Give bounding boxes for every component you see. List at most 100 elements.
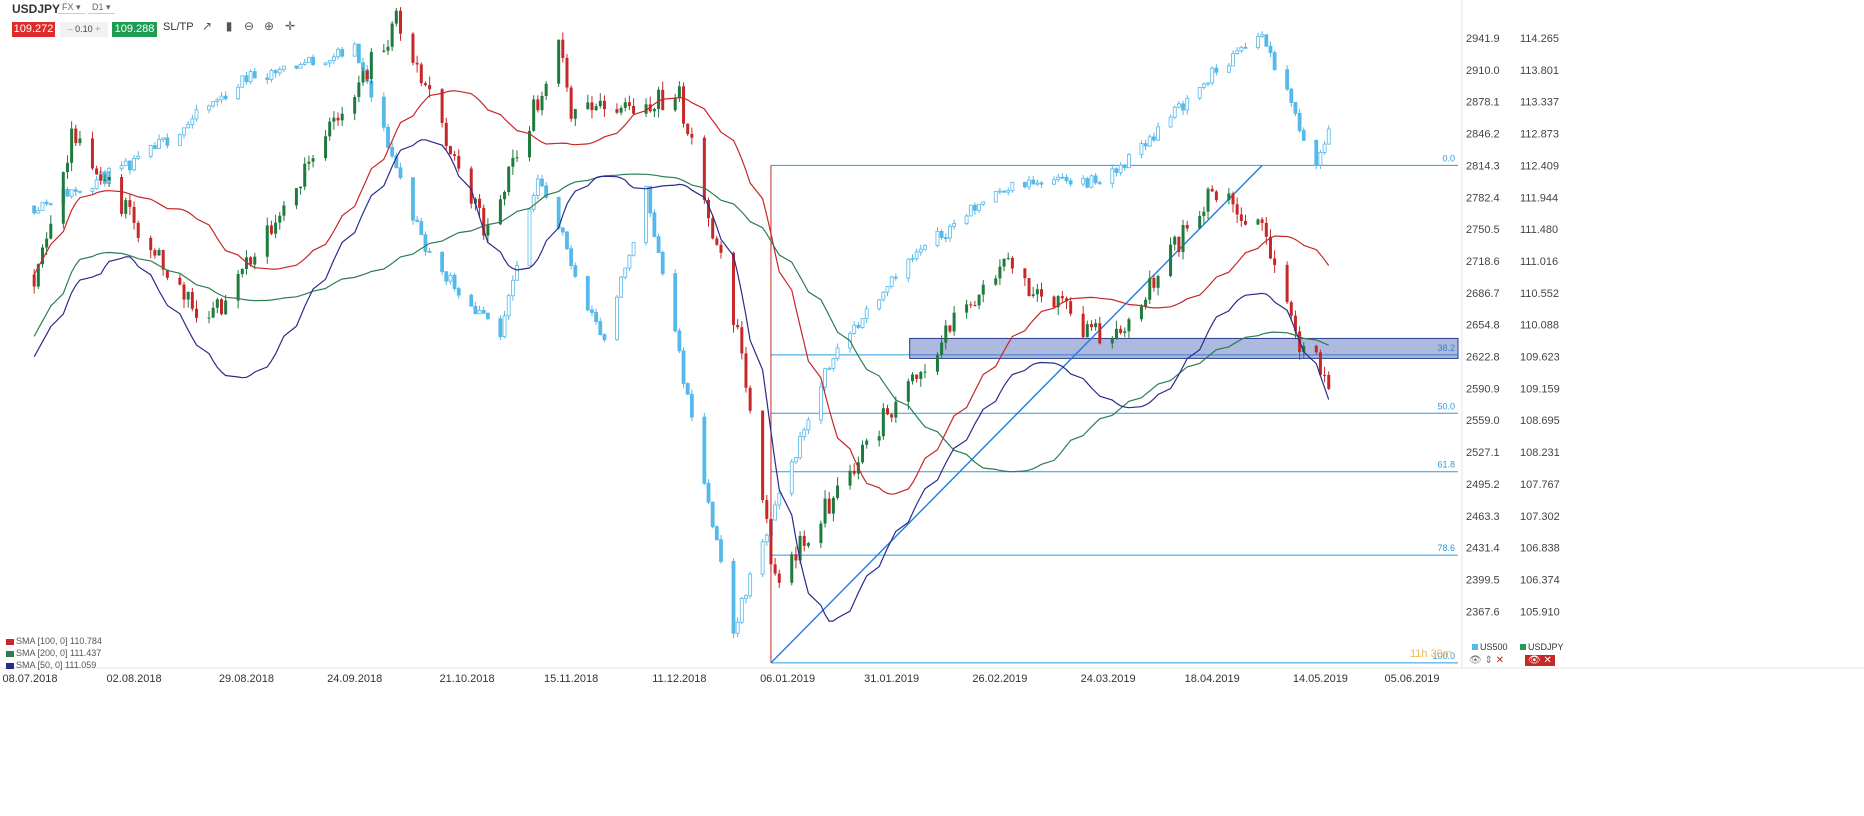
legend-item[interactable]: SMA [200, 0] 111.437 (6, 648, 101, 658)
y-axis-left-tick: 2431.4 (1466, 543, 1500, 555)
usdjpy-candle (369, 51, 373, 80)
market-dropdown[interactable]: FX ▾ (58, 2, 85, 14)
eye-icon[interactable]: 👁 (1528, 655, 1541, 666)
usdjpy-candle (940, 342, 944, 355)
us500-candle (1264, 34, 1269, 47)
us500-candle (1143, 143, 1148, 147)
usdjpy-candle (515, 157, 519, 159)
y-axis-right-tick: 106.374 (1520, 574, 1560, 586)
usdjpy-candle (107, 177, 111, 181)
us500-candle (565, 231, 569, 250)
us500-candle (1093, 175, 1098, 184)
us500-candle (240, 75, 245, 88)
legend-item[interactable]: SMA [100, 0] 110.784 (6, 636, 102, 646)
us500-candle (323, 62, 328, 66)
sltp-button[interactable]: SL/TP (163, 21, 194, 33)
us500-candle (311, 56, 315, 66)
us500-candle (211, 101, 216, 107)
usdjpy-candle (328, 121, 332, 137)
trend-line[interactable] (770, 164, 1263, 664)
us500-candle (1168, 116, 1173, 128)
us500-candle (831, 358, 836, 369)
us500-candle (935, 230, 940, 246)
y-axis-left-tick: 2654.8 (1466, 320, 1500, 332)
us500-candle (1118, 164, 1123, 173)
us500-candle (44, 201, 49, 205)
usdjpy-candle (390, 23, 394, 47)
us500-candle (498, 318, 503, 338)
zoom-out-icon[interactable]: ⊖ (243, 19, 255, 33)
us500-candle (1039, 182, 1044, 185)
usdjpy-candle (211, 307, 215, 318)
legend-item[interactable]: SMA [50, 0] 111.059 (6, 660, 96, 670)
close-icon[interactable]: ✕ (1543, 655, 1552, 666)
us500-candle (1022, 181, 1027, 188)
usdjpy-candle (299, 186, 303, 189)
usdjpy-candle (894, 401, 898, 418)
us500-candle (864, 308, 869, 320)
usdjpy-candle (748, 387, 752, 411)
us500-candle (469, 294, 474, 307)
us500-candle (427, 251, 432, 253)
us500-candle (1010, 181, 1015, 191)
plus-icon[interactable]: + (95, 24, 101, 34)
usdjpy-candle (1202, 211, 1206, 217)
us500-candle (194, 109, 199, 120)
usdjpy-candle (831, 497, 835, 514)
zoom-in-icon[interactable]: ⊕ (263, 19, 275, 33)
usdjpy-candle (398, 10, 402, 34)
y-axis-right-tick: 109.623 (1520, 352, 1560, 364)
us500-candle (1052, 179, 1056, 185)
us500-candle (1110, 168, 1115, 184)
sort-icon[interactable]: ⇕ (1484, 655, 1493, 666)
candles-icon[interactable]: ▮ (225, 19, 233, 33)
usdjpy-candle (36, 264, 40, 287)
us500-candle (1085, 178, 1090, 188)
us500-candle (1089, 175, 1094, 188)
usdjpy-candle (773, 564, 777, 574)
usdjpy-candle (686, 123, 690, 134)
us500-candle (906, 258, 911, 279)
usdjpy-candle (906, 381, 910, 402)
minus-icon[interactable]: – (67, 24, 73, 34)
sell-button[interactable]: 109.272 (12, 22, 55, 37)
us500-candle (527, 208, 532, 267)
symbol-label[interactable]: USDJPY (12, 2, 61, 16)
us500-candle (631, 241, 636, 256)
usdjpy-candle (1268, 236, 1272, 259)
crosshair-icon[interactable]: ✛ (284, 19, 296, 33)
eye-icon[interactable]: 👁 (1469, 655, 1482, 666)
usdjpy-candle (265, 225, 269, 257)
usdjpy-candle (253, 256, 257, 265)
buy-button[interactable]: 109.288 (112, 22, 157, 37)
chevron-down-icon: ▾ (106, 2, 111, 12)
usdjpy-candle (682, 86, 686, 124)
usdjpy-candle (1060, 296, 1064, 299)
y-axis-right-tick: 112.873 (1520, 129, 1559, 141)
us500-candle (1172, 106, 1177, 118)
sma-100-line (33, 90, 1330, 495)
close-icon[interactable]: ✕ (1495, 655, 1505, 666)
usdjpy-candle (415, 62, 419, 65)
usdjpy-candle (95, 168, 99, 175)
usdjpy-candle (1040, 289, 1044, 297)
us500-candle (777, 492, 782, 506)
y-axis-left-tick: 2878.1 (1466, 97, 1500, 109)
support-zone[interactable] (909, 337, 1459, 359)
usdjpy-candle (440, 89, 444, 123)
usdjpy-candle (952, 312, 956, 332)
usdjpy-candle (386, 46, 390, 51)
usdjpy-candle (382, 50, 386, 52)
usdjpy-candle (303, 163, 307, 187)
us500-swatch (1472, 644, 1478, 650)
x-axis-tick: 24.03.2019 (1081, 673, 1136, 685)
usdjpy-candle (719, 244, 723, 253)
usdjpy-candle (652, 108, 656, 112)
us500-candle (789, 461, 794, 494)
us500-candle (623, 267, 628, 278)
us500-candle (1127, 154, 1131, 169)
interval-dropdown[interactable]: D1 ▾ (88, 2, 115, 14)
line-chart-icon[interactable]: ↗ (201, 19, 213, 33)
usdjpy-candle (944, 325, 948, 343)
